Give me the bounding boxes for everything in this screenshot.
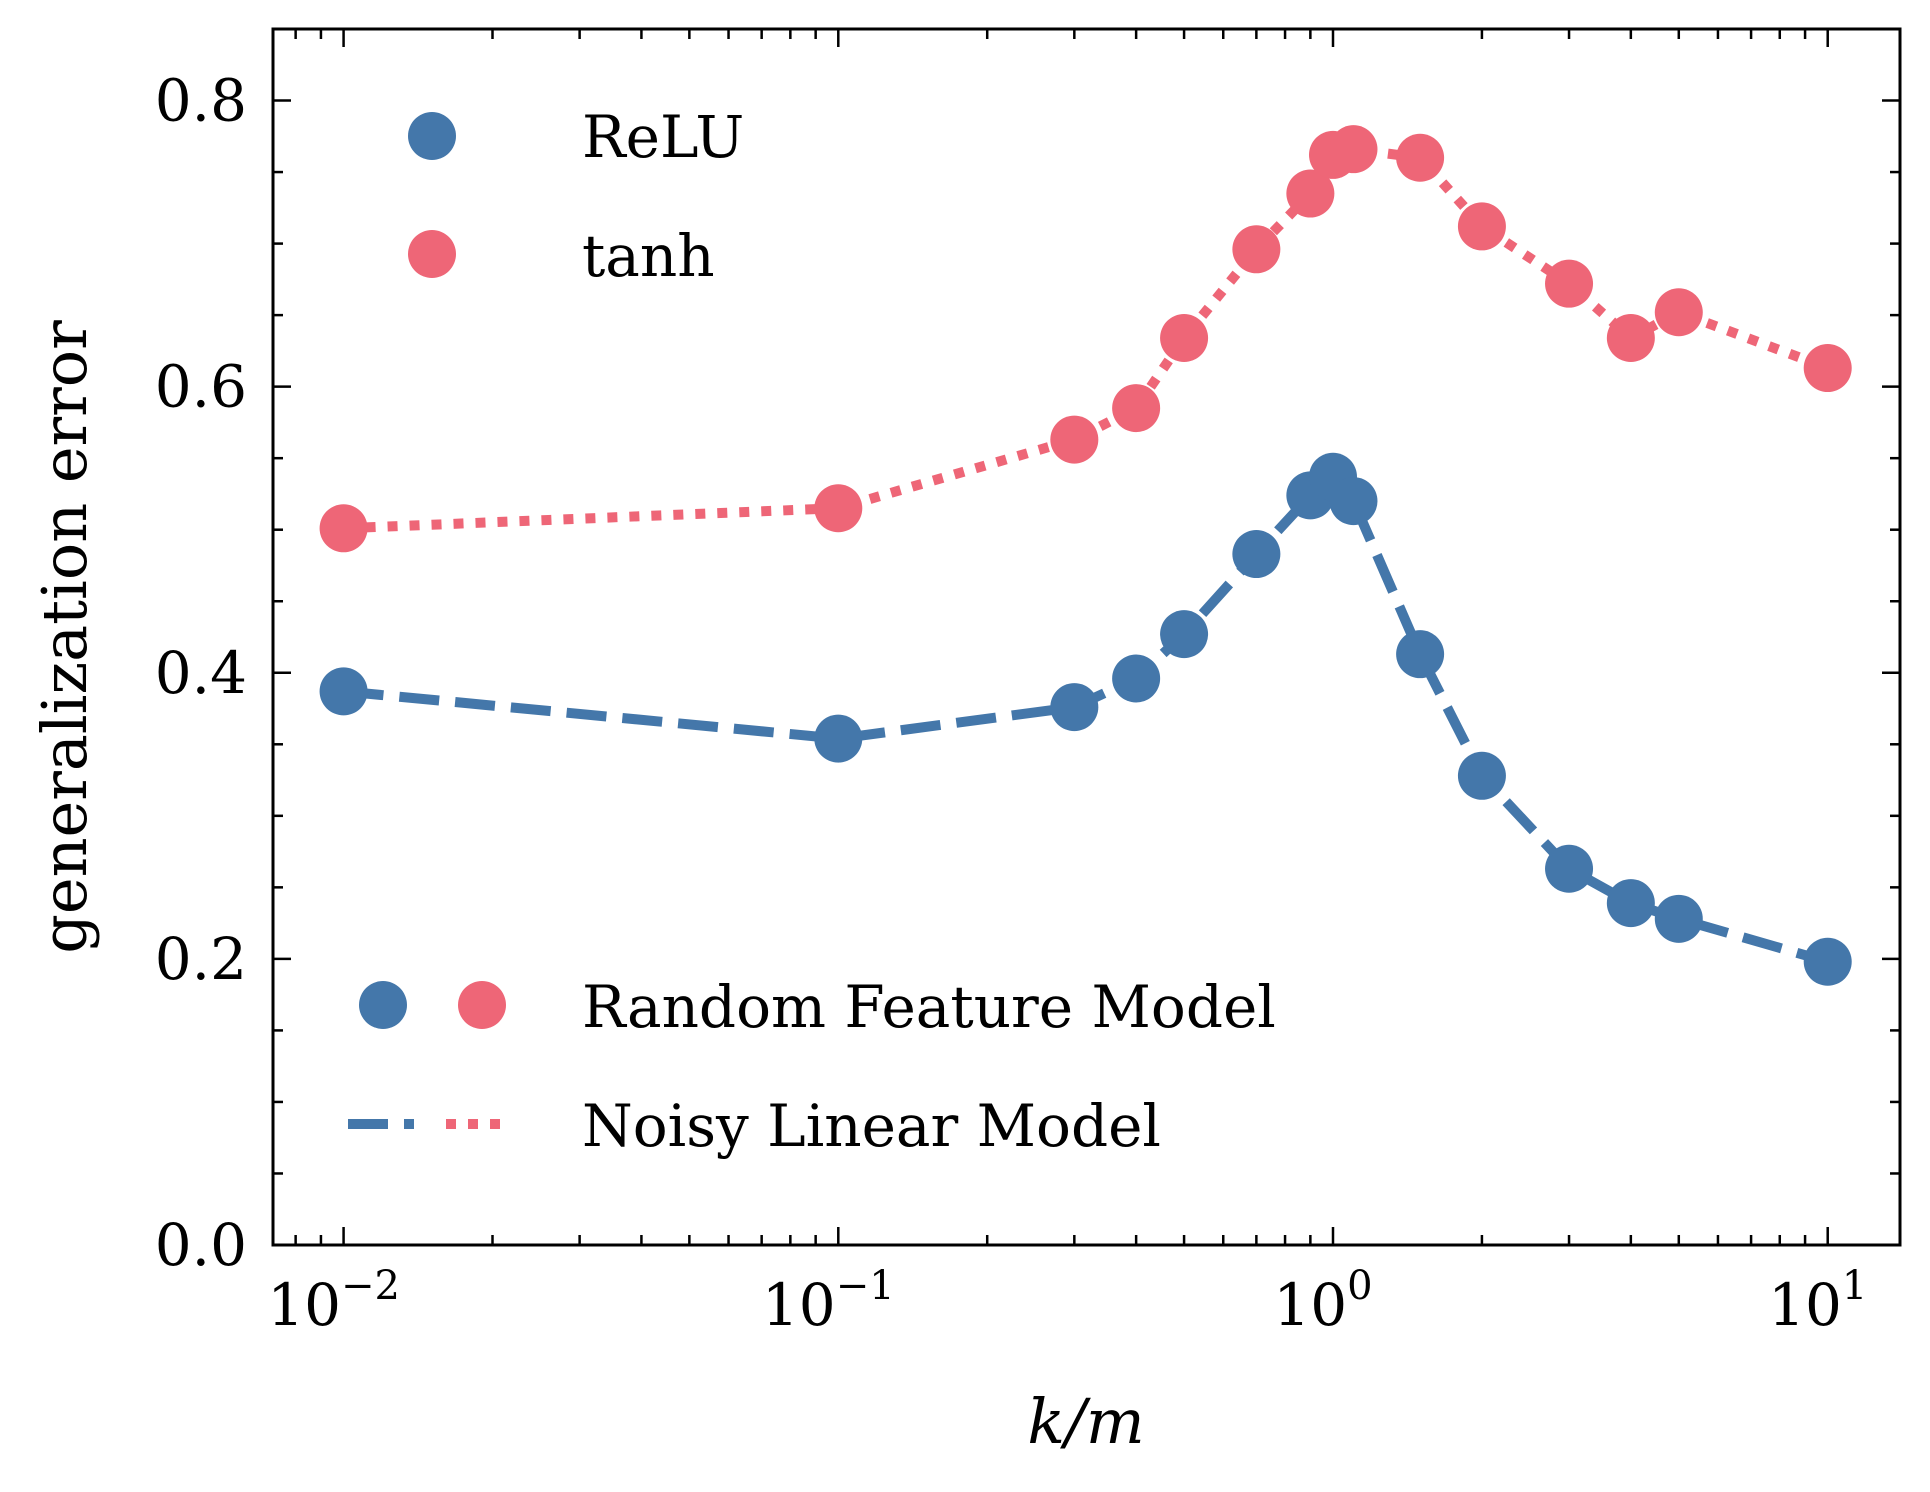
data-point-tanh <box>1545 259 1594 308</box>
major-ticks <box>273 29 1900 1247</box>
legend-noisy-linear-label: Noisy Linear Model <box>582 1092 1161 1160</box>
data-point-tanh <box>1396 133 1445 182</box>
data-point-relu <box>1606 879 1655 928</box>
plot-frame <box>271 27 1902 1247</box>
data-point-relu <box>1803 937 1852 986</box>
x-tick-label: 101 <box>1768 1263 1867 1339</box>
data-point-relu <box>1457 751 1506 800</box>
y-tick-label: 0.2 <box>155 925 247 993</box>
data-point-relu <box>1545 844 1594 893</box>
x-axis-label: k/m <box>1027 1385 1144 1458</box>
series-layer <box>319 125 1852 986</box>
data-point-relu <box>1050 683 1099 732</box>
y-tick-label: 0.6 <box>155 353 247 421</box>
data-point-relu <box>1112 654 1161 703</box>
legend-series: ReLU tanh <box>408 103 744 290</box>
series-line-tanh <box>343 144 1830 534</box>
data-point-relu <box>814 714 863 763</box>
legend-random-feature-marker-relu <box>359 981 407 1029</box>
minor-ticks <box>273 27 1900 1245</box>
data-point-relu <box>1232 530 1281 579</box>
y-tick-label: 0.8 <box>155 67 247 135</box>
data-point-tanh <box>319 504 368 553</box>
data-point-tanh <box>1050 415 1099 464</box>
data-point-tanh <box>814 484 863 533</box>
legend-tanh-marker <box>408 230 456 278</box>
x-tick-label: 10−2 <box>267 1263 400 1339</box>
data-point-tanh <box>1232 225 1281 274</box>
legend-random-feature-label: Random Feature Model <box>582 973 1276 1041</box>
data-point-tanh <box>1606 314 1655 363</box>
data-point-relu <box>1160 610 1209 659</box>
legend-random-feature-marker-tanh <box>458 981 506 1029</box>
data-point-tanh <box>1160 314 1209 363</box>
data-point-relu <box>1654 894 1703 943</box>
data-point-tanh <box>1112 384 1161 433</box>
y-tick-label: 0.4 <box>155 639 247 707</box>
legend-tanh-label: tanh <box>582 222 715 290</box>
y-axis-label: generalization error <box>28 320 101 954</box>
data-point-relu <box>1329 477 1378 526</box>
data-point-tanh <box>1329 125 1378 174</box>
data-point-relu <box>319 667 368 716</box>
data-point-tanh <box>1803 344 1852 393</box>
data-point-relu <box>1396 630 1445 679</box>
x-tick-label: 10−1 <box>762 1263 895 1339</box>
x-tick-label: 100 <box>1273 1263 1372 1339</box>
x-tick-labels: 10−2 10−1 100 101 <box>267 1263 1867 1339</box>
data-point-tanh <box>1654 288 1703 337</box>
y-tick-labels: 0.0 0.2 0.4 0.6 0.8 <box>155 67 247 1279</box>
legend-model-type: Random Feature Model Noisy Linear Model <box>348 973 1276 1160</box>
legend-relu-label: ReLU <box>582 103 744 171</box>
data-point-tanh <box>1457 202 1506 251</box>
y-tick-label: 0.0 <box>155 1211 247 1279</box>
data-point-tanh <box>1286 169 1335 218</box>
legend-relu-marker <box>408 112 456 160</box>
